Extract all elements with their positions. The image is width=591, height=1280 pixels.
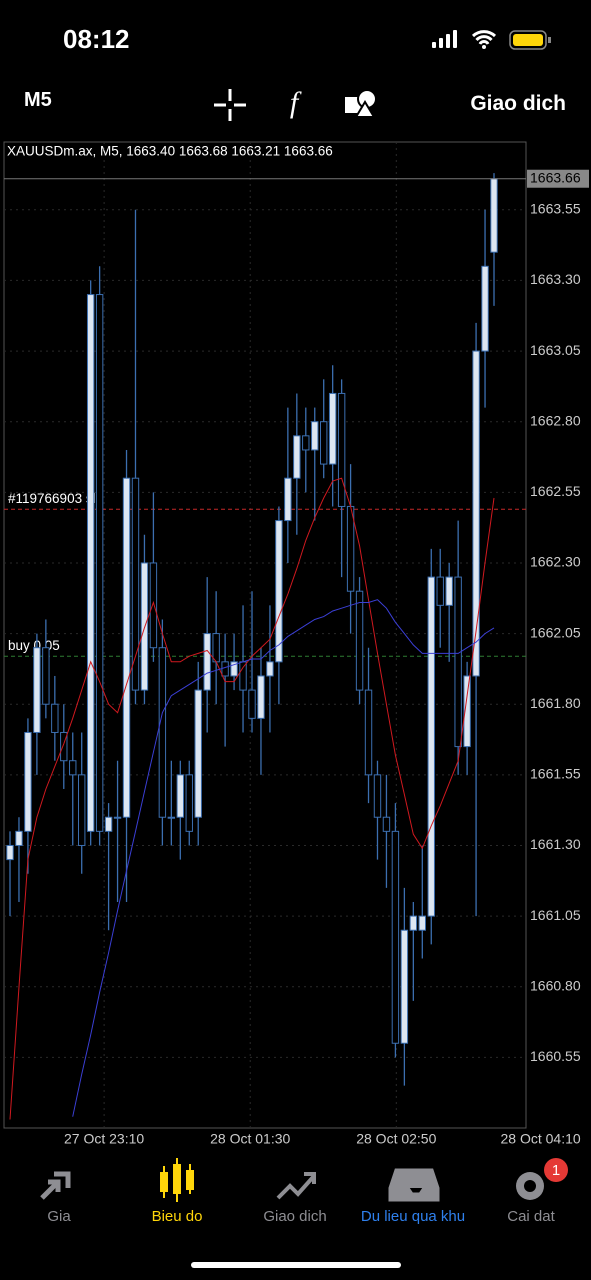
- y-tick-label: 1661.05: [530, 907, 581, 923]
- candle-body: [176, 774, 185, 818]
- candle-body: [239, 661, 247, 691]
- tab-badge: 1: [552, 1162, 560, 1179]
- tab-price[interactable]: Gia: [47, 1208, 71, 1225]
- timeframe[interactable]: M5: [24, 89, 52, 111]
- status-icons: [432, 30, 551, 50]
- candle-body: [113, 816, 122, 819]
- candle-body: [33, 647, 41, 733]
- candle-body: [364, 689, 373, 776]
- level-label: #119766903 sl: [8, 491, 96, 506]
- candle-body: [203, 633, 211, 691]
- candle-body: [427, 576, 435, 917]
- y-tick-label: 1662.80: [530, 412, 581, 428]
- chart-header: XAUUSDm.ax, M5, 1663.40 1663.68 1663.21 …: [7, 144, 333, 159]
- candle-body: [248, 689, 256, 719]
- y-tick-label: 1661.55: [530, 766, 581, 782]
- tab-settings[interactable]: Cai dat: [507, 1208, 555, 1225]
- y-tick-label: 1660.55: [530, 1048, 581, 1064]
- candle-body: [337, 392, 346, 507]
- chart: XAUUSDm.ax, M5, 1663.40 1663.68 1663.21 …: [3, 141, 589, 1147]
- y-tick-label: 1661.30: [530, 836, 581, 852]
- candle-body: [122, 477, 131, 818]
- candle-body: [158, 647, 167, 818]
- y-tick-label: 1661.80: [530, 695, 581, 711]
- candle-body: [418, 915, 426, 931]
- candle-body: [51, 703, 59, 733]
- objects-icon[interactable]: [345, 89, 377, 118]
- y-tick-label: 1663.30: [530, 271, 581, 287]
- candle-body: [328, 392, 337, 465]
- candle-body: [391, 830, 400, 1044]
- tab-history[interactable]: Du lieu qua khu: [360, 1208, 466, 1225]
- candle-body: [194, 689, 202, 818]
- candle-body: [212, 633, 220, 663]
- tab-trade[interactable]: Giao dich: [263, 1208, 327, 1225]
- candle-body: [221, 661, 229, 677]
- y-tick-label: 1662.05: [530, 624, 581, 640]
- candle-body: [409, 915, 418, 931]
- candle-body: [490, 178, 498, 253]
- candle-body: [481, 265, 489, 352]
- candle-body: [131, 477, 140, 691]
- tab-bar: 1: [40, 1158, 568, 1268]
- moving-average: [9, 477, 495, 1120]
- candle-body: [302, 435, 310, 451]
- candle-body: [284, 477, 292, 522]
- candle-body: [472, 350, 480, 677]
- candle-body: [69, 760, 77, 776]
- candle-body: [24, 731, 32, 832]
- candle-body: [373, 774, 382, 818]
- candle-body: [104, 816, 113, 832]
- candle-body: [454, 576, 462, 748]
- candle-body: [382, 816, 391, 832]
- candle-body: [167, 816, 176, 819]
- candle-body: [185, 774, 193, 832]
- y-tick-label: 1663.55: [530, 201, 581, 217]
- candle-body: [275, 520, 283, 663]
- x-tick-label: 28 Oct 04:10: [501, 1131, 581, 1147]
- candle-body: [230, 661, 238, 677]
- crosshair-icon[interactable]: [214, 89, 246, 121]
- last-price-box: [527, 169, 589, 188]
- candle-body: [445, 576, 453, 606]
- candle-body: [266, 661, 274, 677]
- candle-body: [463, 675, 471, 748]
- candle-body: [320, 421, 328, 465]
- candle-body: [400, 929, 409, 1044]
- moving-average: [72, 599, 495, 1117]
- candle-body: [149, 562, 158, 649]
- toolbar-icons: f: [214, 86, 377, 121]
- tab-chart[interactable]: Bieu do: [151, 1208, 203, 1225]
- y-tick-label: 1662.55: [530, 483, 581, 499]
- candle-body: [257, 675, 265, 719]
- candle-body: [86, 294, 95, 832]
- last-price-label: 1663.66: [530, 169, 581, 185]
- candle-body: [293, 435, 301, 479]
- trade-button[interactable]: Giao dich: [470, 92, 566, 115]
- y-tick-label: 1662.30: [530, 554, 581, 570]
- candle-body: [311, 421, 319, 451]
- x-tick-label: 28 Oct 02:50: [356, 1131, 436, 1147]
- y-tick-label: 1660.80: [530, 977, 581, 993]
- candle-body: [355, 590, 364, 691]
- candle-body: [42, 647, 50, 705]
- x-tick-label: 28 Oct 01:30: [210, 1131, 290, 1147]
- candle-body: [6, 844, 14, 861]
- candle-body: [95, 294, 104, 832]
- candle-body: [436, 576, 444, 606]
- candle-body: [60, 731, 68, 762]
- clock: 08:12: [63, 24, 130, 54]
- candle-body: [78, 774, 86, 846]
- x-tick-label: 27 Oct 23:10: [64, 1131, 144, 1147]
- plot-frame: [3, 141, 527, 1129]
- candle-body: [15, 830, 23, 846]
- candle-body: [346, 505, 355, 592]
- y-tick-label: 1663.05: [530, 342, 581, 358]
